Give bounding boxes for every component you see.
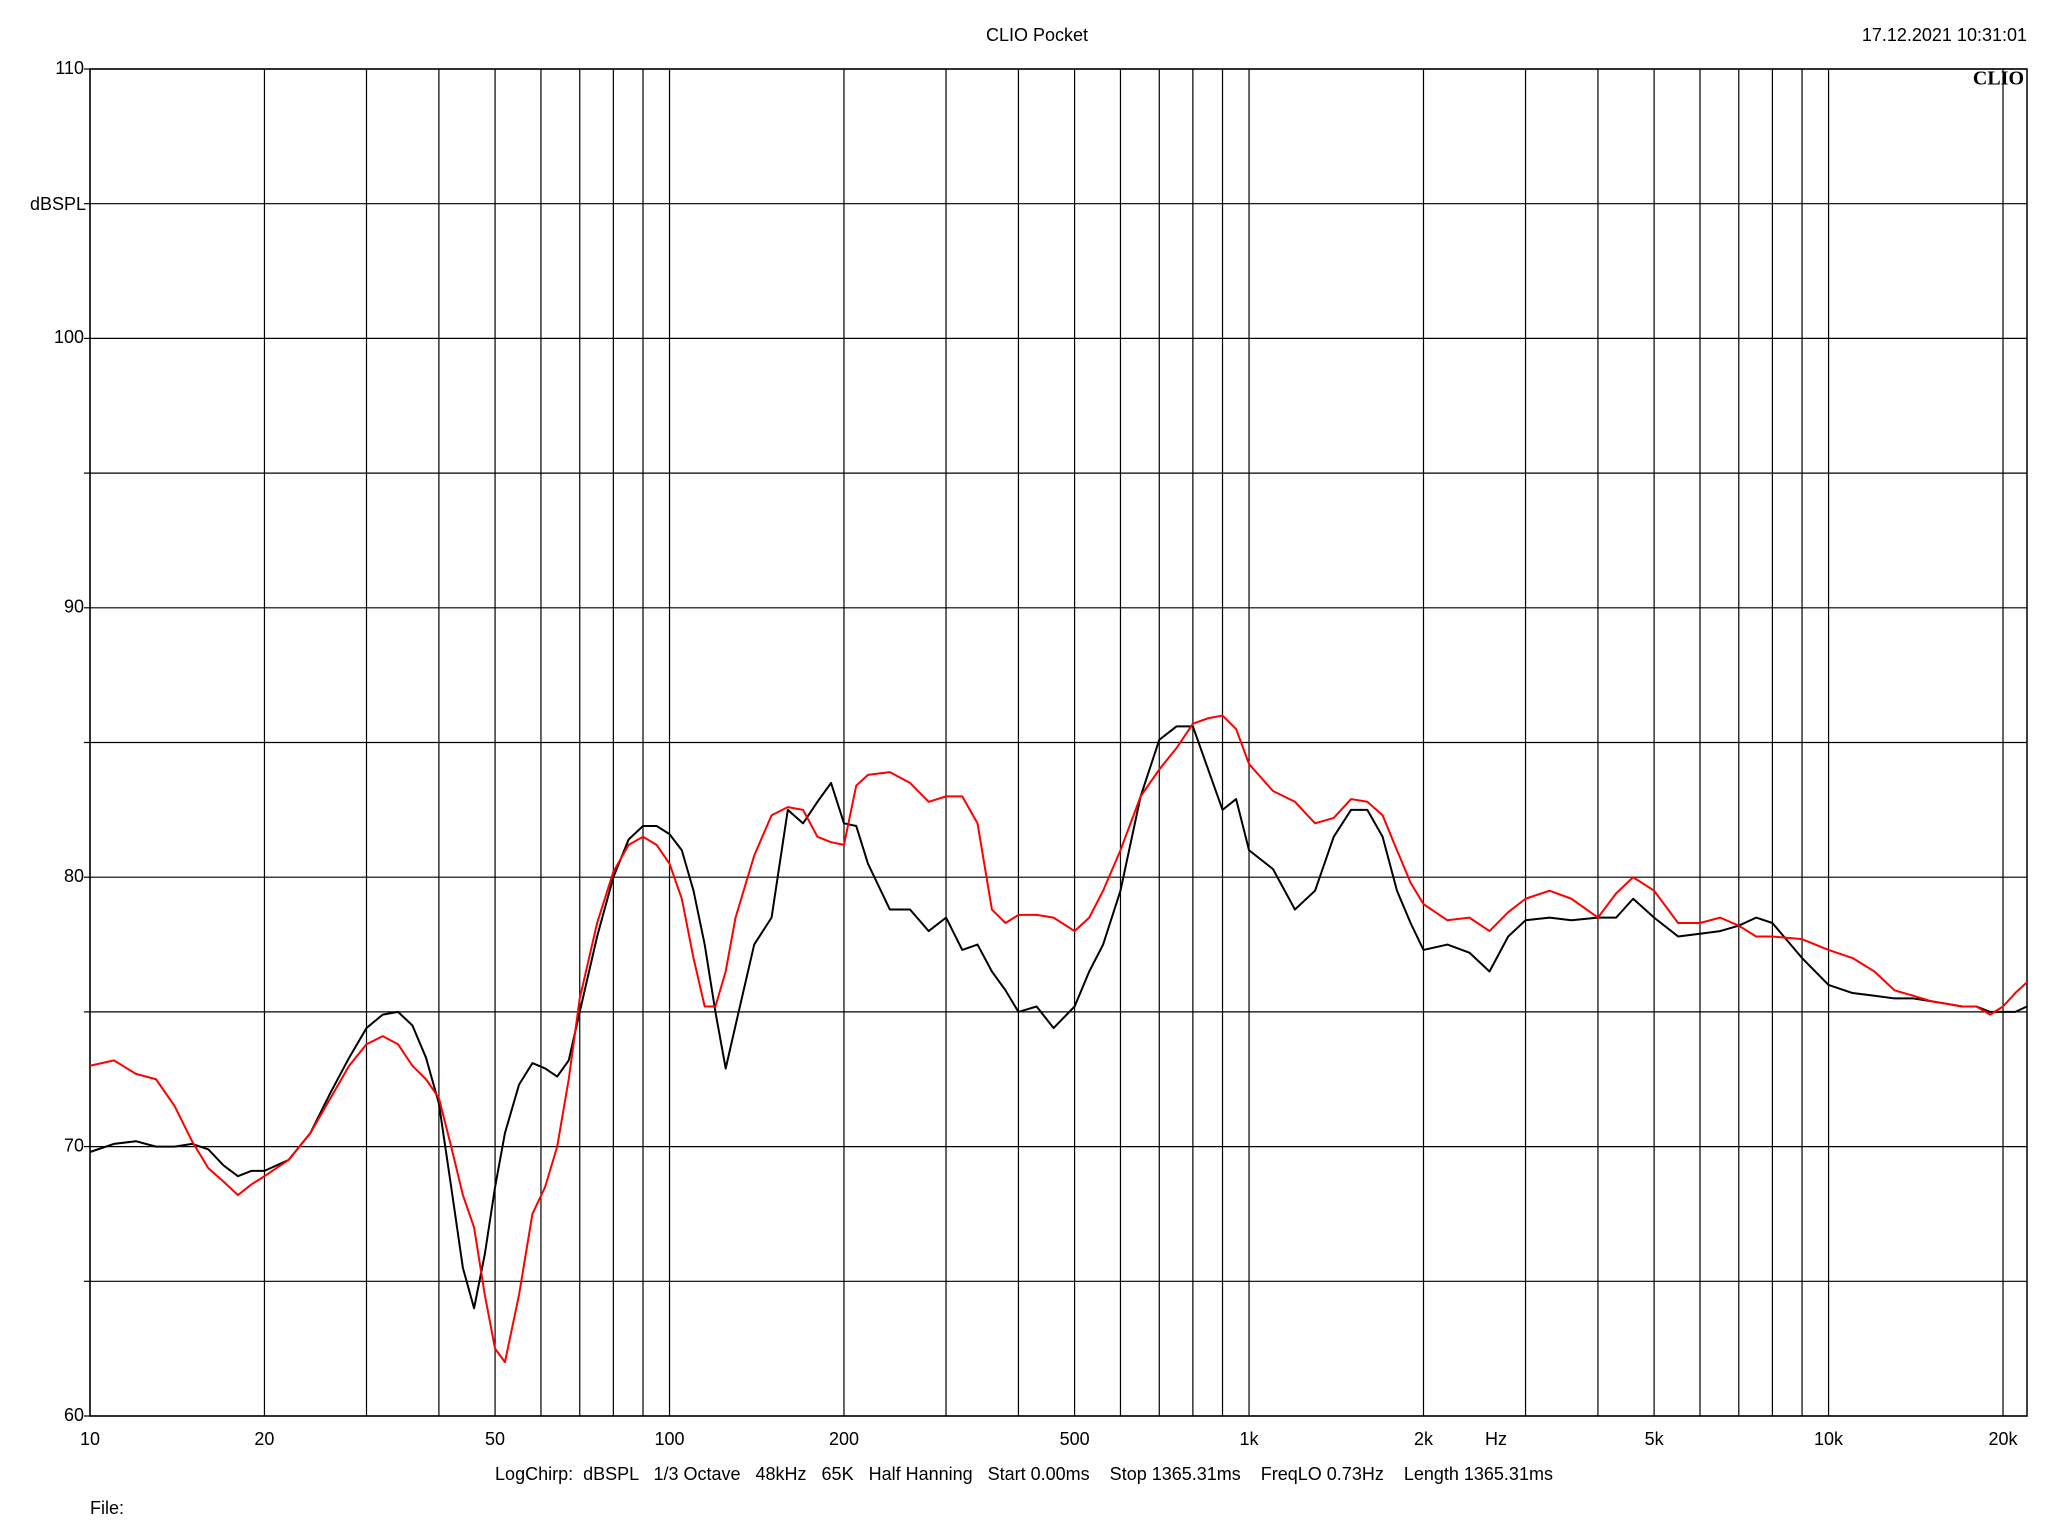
data-line (89, 725, 2028, 1310)
footer: LogChirp: dBSPL 1/3 Octave 48kHz 65K Hal… (495, 1464, 1553, 1484)
x-tick-label: 10 (80, 1429, 100, 1449)
y-tick-label: 90 (64, 597, 84, 617)
file-label: File: (90, 1498, 124, 1518)
x-tick-label: 2k (1414, 1429, 1434, 1449)
y-tick-label: 110 (55, 58, 84, 78)
x-tick-label: 10k (1814, 1429, 1844, 1449)
y-tick-label: 60 (64, 1405, 84, 1425)
x-tick-label: 500 (1060, 1429, 1090, 1449)
y-tick-label: 100 (54, 327, 84, 347)
y-tick-label: 70 (64, 1135, 84, 1155)
y-tick-label: 80 (64, 866, 84, 886)
logo: CLIO (1973, 68, 2024, 90)
x-tick-label: 50 (485, 1429, 505, 1449)
timestamp: 17.12.2021 10:31:01 (1862, 25, 2027, 45)
x-tick-label: 1k (1240, 1429, 1260, 1449)
x-tick-label: 200 (829, 1429, 859, 1449)
x-tick-label: 20 (254, 1429, 274, 1449)
y-axis-label: dBSPL (30, 194, 86, 214)
x-tick-label: 20k (1988, 1429, 2018, 1449)
x-tick-label: 5k (1645, 1429, 1665, 1449)
x-tick-label: 100 (654, 1429, 684, 1449)
data-line (89, 714, 2028, 1364)
x-axis-label: Hz (1485, 1429, 1507, 1449)
chart-title: CLIO Pocket (986, 25, 1088, 45)
